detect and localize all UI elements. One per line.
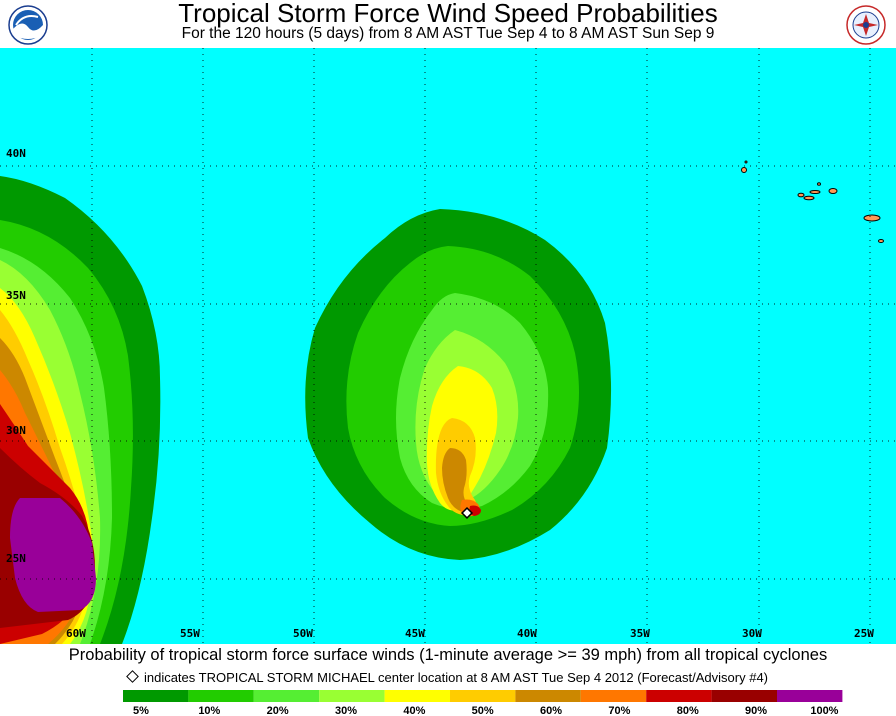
page-subtitle: For the 120 hours (5 days) from 8 AM AST… [181, 25, 715, 42]
lon-label-30w: 30W [742, 627, 762, 640]
legend-label: 50% [472, 705, 494, 716]
storm-location-text: indicates TROPICAL STORM MICHAEL center … [143, 670, 769, 685]
legend-label: 10% [198, 705, 220, 716]
legend-label: 80% [677, 705, 699, 716]
legend-swatch [711, 690, 777, 702]
lon-label-50w: 50W [293, 627, 313, 640]
legend-label: 20% [267, 705, 289, 716]
legend-label: 40% [403, 705, 425, 716]
storm-center-marker [460, 506, 474, 520]
island-flores [741, 167, 747, 173]
lon-label-55w: 55W [180, 627, 200, 640]
island-faial [797, 192, 805, 198]
legend-swatch [319, 690, 385, 702]
lon-label-25w: 25W [854, 627, 874, 640]
legend-swatch [450, 690, 516, 702]
island-santa-maria [878, 239, 884, 243]
legend-label: 5% [133, 705, 149, 716]
michael-probability-swath [305, 209, 612, 560]
legend-swatch [384, 690, 450, 702]
swath-michael-60pct [442, 448, 469, 512]
legend-label: 60% [540, 705, 562, 716]
legend-swatch [188, 690, 254, 702]
western-probability-swath [0, 176, 161, 644]
legend-label: 70% [608, 705, 630, 716]
legend-label: 30% [335, 705, 357, 716]
legend-swatch [515, 690, 581, 702]
lon-label-35w: 35W [630, 627, 650, 640]
legend-label: 100% [810, 705, 838, 716]
legend-swatch [646, 690, 712, 702]
nws-logo-icon [846, 5, 886, 45]
noaa-logo-icon [8, 5, 48, 45]
island-sao-jorge [809, 190, 821, 194]
lat-label-30n: 30N [6, 424, 26, 437]
azores-islands [741, 160, 884, 243]
island-graciosa [817, 182, 821, 186]
page-title: Tropical Storm Force Wind Speed Probabil… [178, 0, 718, 28]
lon-label-60w: 60W [66, 627, 86, 640]
island-pico [803, 195, 815, 201]
header: Tropical Storm Force Wind Speed Probabil… [0, 0, 896, 48]
lat-label-40n: 40N [6, 147, 26, 160]
legend-label: 90% [745, 705, 767, 716]
probability-legend: 5% 10% 20% 30% 40% 50% 60% 70% 80% 90% 100% [123, 690, 843, 716]
legend-swatch [123, 690, 189, 702]
island-sao-miguel [863, 214, 881, 222]
map-caption: Probability of tropical storm force surf… [68, 646, 828, 664]
island-terceira [828, 188, 838, 194]
legend-swatch [777, 690, 843, 702]
storm-location-note: indicates TROPICAL STORM MICHAEL center … [0, 670, 896, 685]
legend-swatch [253, 690, 320, 702]
swath-west-100pct [10, 498, 96, 612]
legend-swatch [580, 690, 647, 702]
lon-label-45w: 45W [405, 627, 425, 640]
lon-label-40w: 40W [517, 627, 537, 640]
lat-label-25n: 25N [6, 552, 26, 565]
diamond-icon [126, 670, 139, 683]
lat-label-35n: 35N [6, 289, 26, 302]
probability-map [0, 48, 896, 644]
island-corvo [744, 160, 748, 164]
